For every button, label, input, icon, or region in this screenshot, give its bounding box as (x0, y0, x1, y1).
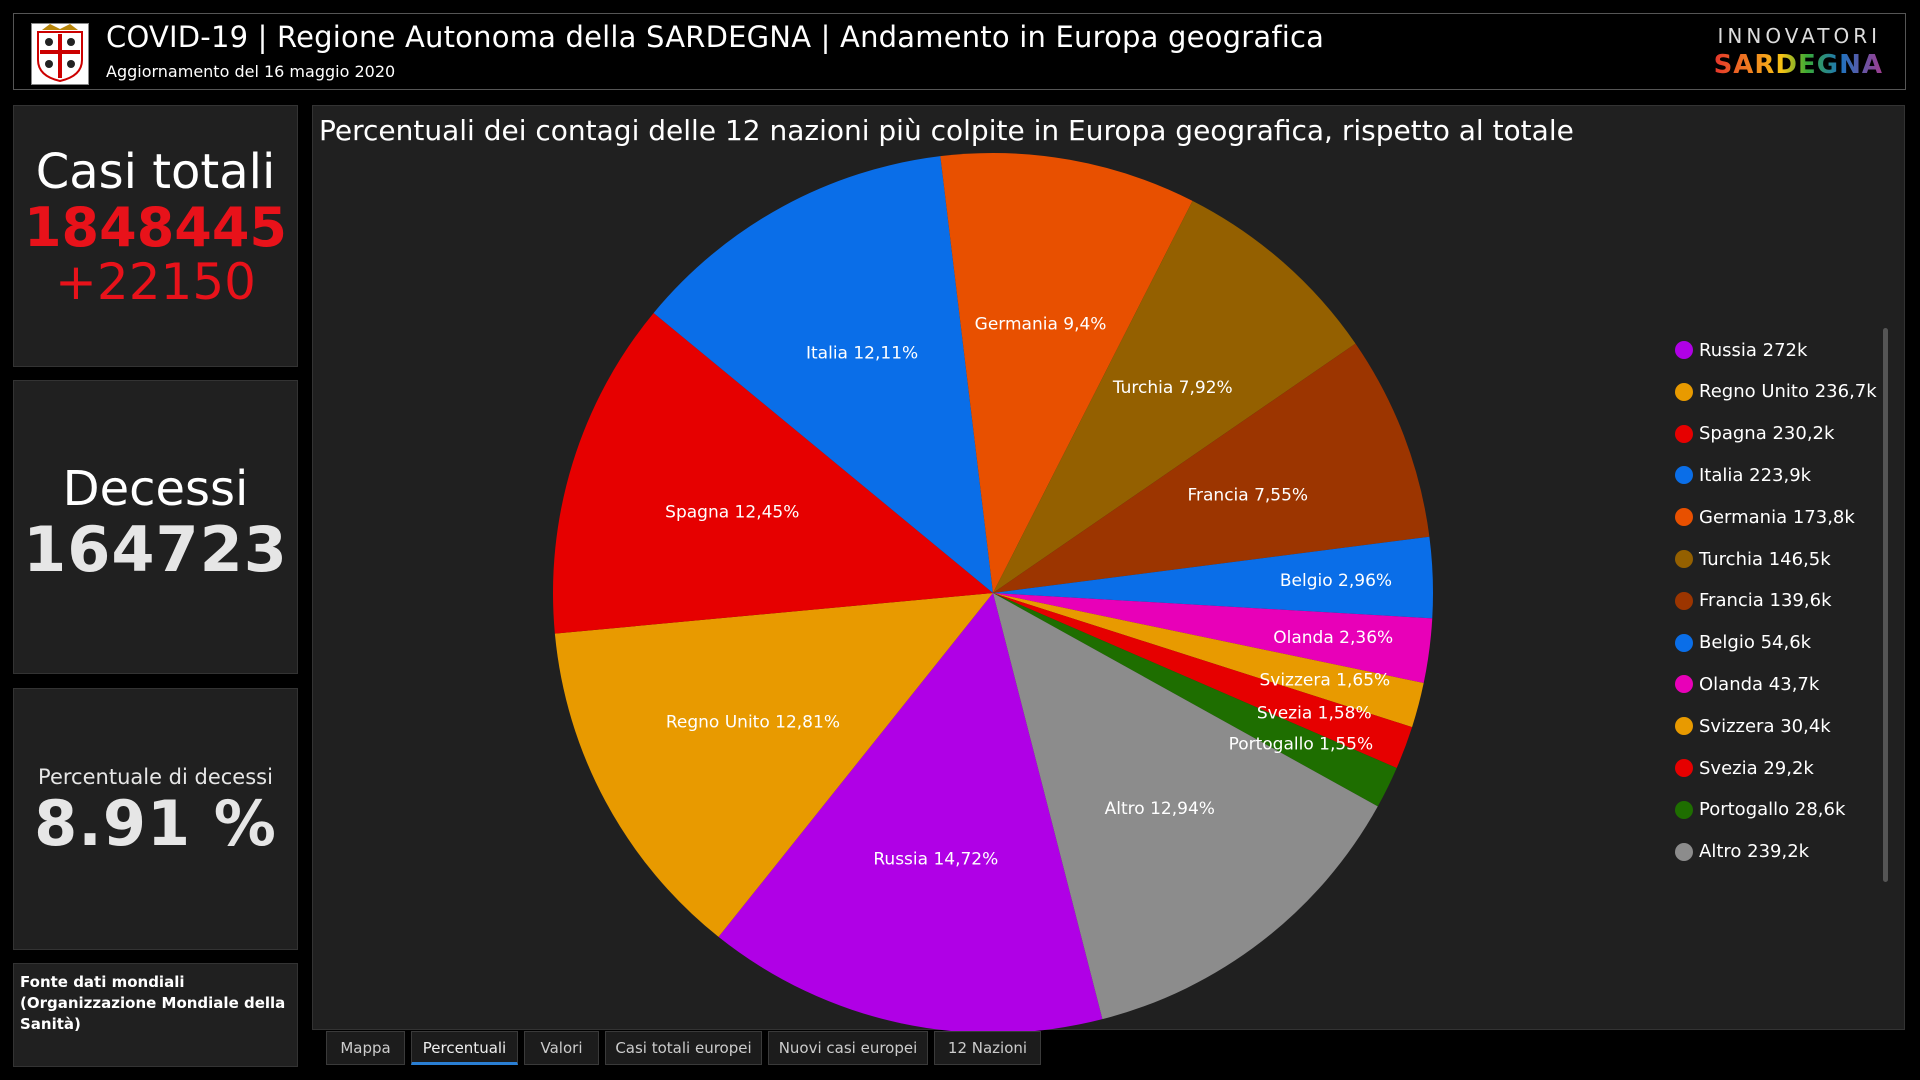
legend-swatch (1675, 466, 1693, 484)
death-percentage-card: Percentuale di decessi 8.91 % (13, 688, 298, 950)
pie-label-svezia: Svezia 1,58% (1257, 704, 1372, 724)
pie-label-turchia: Turchia 7,92% (1112, 378, 1233, 398)
legend-swatch (1675, 717, 1693, 735)
legend-label: Francia 139,6k (1699, 590, 1832, 611)
deaths-value: 164723 (14, 513, 297, 586)
legend-swatch (1675, 675, 1693, 693)
pie-label-spagna: Spagna 12,45% (665, 503, 799, 523)
pie-label-altro: Altro 12,94% (1105, 799, 1215, 819)
source-card: Fonte dati mondiali (Organizzazione Mond… (13, 963, 298, 1067)
pie-label-regno-unito: Regno Unito 12,81% (666, 713, 840, 733)
death-percentage-value: 8.91 % (14, 787, 297, 860)
pie-label-olanda: Olanda 2,36% (1273, 628, 1393, 648)
legend-swatch (1675, 508, 1693, 526)
legend-label: Regno Unito 236,7k (1699, 381, 1877, 402)
legend-swatch (1675, 550, 1693, 568)
legend-label: Russia 272k (1699, 340, 1807, 361)
legend-swatch (1675, 843, 1693, 861)
total-cases-value: 1848445 (14, 196, 297, 259)
header-bar: COVID-19 | Regione Autonoma della SARDEG… (13, 13, 1906, 90)
tab-casi-totali-europei[interactable]: Casi totali europei (605, 1031, 762, 1065)
total-cases-delta: +22150 (14, 253, 297, 311)
tab-12-nazioni[interactable]: 12 Nazioni (934, 1031, 1041, 1065)
tab-mappa[interactable]: Mappa (326, 1031, 405, 1065)
legend-label: Italia 223,9k (1699, 465, 1811, 486)
sardinia-crest-logo (31, 23, 89, 85)
legend-swatch (1675, 759, 1693, 777)
pie-label-germania: Germania 9,4% (975, 314, 1107, 334)
legend-scrollbar[interactable] (1883, 328, 1888, 882)
legend-item-turchia[interactable]: Turchia 146,5k (1675, 547, 1831, 571)
death-percentage-label: Percentuale di decessi (14, 765, 297, 789)
brand-logo-bottom: SARDEGNA (1714, 50, 1883, 80)
chart-panel: Percentuali dei contagi delle 12 nazioni… (312, 105, 1905, 1030)
legend-item-spagna[interactable]: Spagna 230,2k (1675, 422, 1834, 446)
data-source-text: Fonte dati mondiali (Organizzazione Mond… (14, 964, 297, 1035)
tab-percentuali[interactable]: Percentuali (411, 1031, 518, 1065)
legend-swatch (1675, 383, 1693, 401)
legend-label: Belgio 54,6k (1699, 632, 1811, 653)
legend-swatch (1675, 592, 1693, 610)
page-title: COVID-19 | Regione Autonoma della SARDEG… (106, 20, 1324, 54)
pie-chart: Russia 14,72% Regno Unito 12,81% Spagna 12… (313, 106, 1906, 1031)
update-date: Aggiornamento del 16 maggio 2020 (106, 62, 395, 81)
legend-label: Olanda 43,7k (1699, 674, 1819, 695)
legend-label: Svezia 29,2k (1699, 758, 1814, 779)
tab-nuovi-casi-europei[interactable]: Nuovi casi europei (768, 1031, 928, 1065)
legend-item-portogallo[interactable]: Portogallo 28,6k (1675, 798, 1845, 822)
pie-label-svizzera: Svizzera 1,65% (1259, 671, 1390, 691)
legend-swatch (1675, 801, 1693, 819)
deaths-card: Decessi 164723 (13, 380, 298, 674)
pie-label-francia: Francia 7,55% (1187, 486, 1308, 506)
pie-label-belgio: Belgio 2,96% (1280, 571, 1392, 591)
legend-item-italia[interactable]: Italia 223,9k (1675, 463, 1811, 487)
pie-label-italia: Italia 12,11% (806, 344, 918, 364)
legend-swatch (1675, 341, 1693, 359)
tab-valori[interactable]: Valori (524, 1031, 599, 1065)
legend-label: Germania 173,8k (1699, 507, 1855, 528)
legend-item-francia[interactable]: Francia 139,6k (1675, 589, 1832, 613)
legend-item-regno-unito[interactable]: Regno Unito 236,7k (1675, 380, 1877, 404)
legend-label: Portogallo 28,6k (1699, 799, 1845, 820)
legend-label: Turchia 146,5k (1699, 549, 1831, 570)
legend-item-svezia[interactable]: Svezia 29,2k (1675, 756, 1814, 780)
legend-swatch (1675, 634, 1693, 652)
legend-label: Svizzera 30,4k (1699, 716, 1831, 737)
legend-item-altro[interactable]: Altro 239,2k (1675, 840, 1809, 864)
legend-item-olanda[interactable]: Olanda 43,7k (1675, 672, 1819, 696)
total-cases-card: Casi totali 1848445 +22150 (13, 105, 298, 367)
legend-item-russia[interactable]: Russia 272k (1675, 338, 1807, 362)
legend-item-svizzera[interactable]: Svizzera 30,4k (1675, 714, 1831, 738)
deaths-label: Decessi (14, 461, 297, 517)
pie-label-russia: Russia 14,72% (873, 850, 998, 870)
legend-label: Altro 239,2k (1699, 841, 1809, 862)
total-cases-label: Casi totali (14, 144, 297, 200)
brand-logo-top: INNOVATORI (1718, 24, 1882, 48)
legend-item-belgio[interactable]: Belgio 54,6k (1675, 631, 1811, 655)
legend-item-germania[interactable]: Germania 173,8k (1675, 505, 1855, 529)
legend-label: Spagna 230,2k (1699, 423, 1834, 444)
pie-label-portogallo: Portogallo 1,55% (1229, 735, 1374, 755)
legend-swatch (1675, 425, 1693, 443)
